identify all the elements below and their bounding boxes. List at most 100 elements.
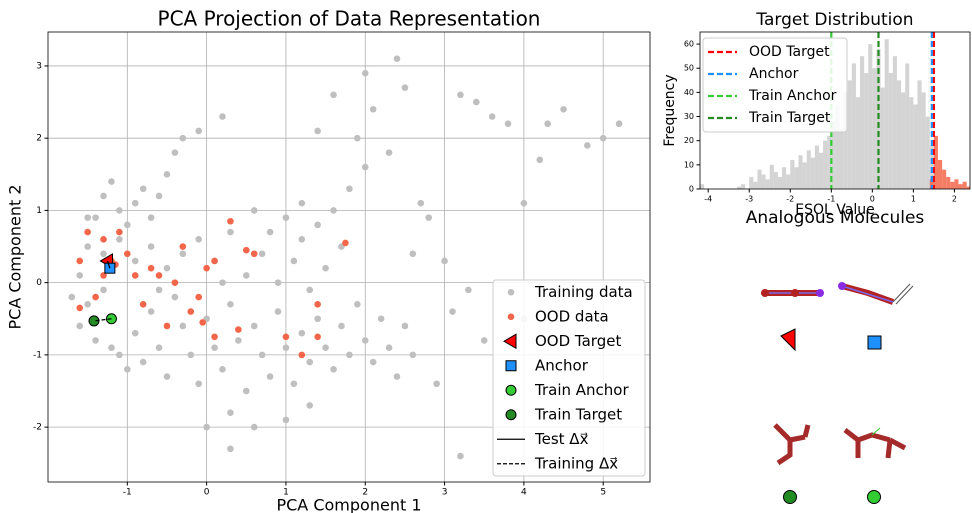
bar [937, 160, 943, 189]
marker [290, 257, 298, 265]
delta-line [106, 260, 111, 269]
bar [749, 176, 754, 189]
marker [369, 358, 377, 366]
marker [361, 69, 369, 77]
marker [227, 445, 234, 453]
x-tick-label: 1 [911, 195, 916, 204]
marker [211, 333, 218, 341]
legend-label: Anchor [749, 66, 799, 82]
bar [855, 97, 861, 189]
y-tick-label: 30 [684, 112, 694, 121]
marker [417, 199, 425, 207]
marker [163, 373, 171, 380]
marker [314, 127, 321, 135]
bar [794, 167, 799, 189]
marker [171, 293, 179, 301]
bar [933, 135, 938, 189]
bar [901, 92, 906, 189]
x-tick-label: 2 [952, 195, 957, 204]
marker [342, 239, 349, 247]
x-tick-label: -1 [827, 195, 835, 204]
marker [369, 105, 377, 113]
marker [282, 214, 290, 221]
bar [896, 80, 902, 189]
marker [195, 236, 202, 243]
marker [68, 293, 76, 301]
x-axis-label: ESOL Value [795, 202, 874, 218]
bar [868, 44, 873, 189]
molecule-highlight [841, 285, 894, 303]
marker [131, 329, 139, 337]
marker [258, 351, 266, 359]
legend-marker [505, 360, 517, 372]
marker [298, 236, 306, 243]
marker [100, 272, 107, 279]
marker [282, 344, 290, 351]
marker [314, 333, 321, 341]
atom [838, 282, 846, 290]
y-tick-label: 50 [684, 64, 694, 73]
marker [195, 293, 202, 301]
marker [361, 163, 369, 171]
marker [195, 127, 202, 135]
bar [814, 145, 819, 189]
y-axis-label: PCA Component 2 [6, 184, 25, 329]
bar [777, 176, 783, 189]
x-tick-label: -1 [123, 488, 132, 498]
marker [409, 351, 417, 359]
marker [250, 322, 258, 330]
icon-square [867, 335, 882, 350]
bar [884, 39, 889, 189]
marker [76, 322, 84, 330]
x-tick-label: 0 [870, 195, 875, 204]
y-tick-label: 3 [36, 61, 42, 71]
bar [835, 104, 840, 189]
bar [839, 128, 844, 189]
marker [84, 228, 91, 236]
marker [76, 257, 84, 265]
marker [92, 337, 99, 344]
marker [195, 380, 202, 388]
marker [258, 250, 266, 258]
marker [480, 337, 488, 344]
bar [741, 184, 746, 189]
marker [179, 250, 187, 258]
marker [401, 84, 409, 91]
bar [790, 160, 795, 189]
marker [457, 91, 464, 99]
marker [84, 243, 91, 250]
marker [227, 409, 234, 416]
y-tick-label: 1 [36, 206, 42, 216]
marker [250, 423, 258, 431]
marker [584, 142, 591, 149]
chart-title: Target Distribution [755, 10, 913, 30]
marker [346, 185, 353, 193]
icon-triangle [780, 328, 796, 352]
legend-label: Train Anchor [534, 381, 629, 399]
marker [124, 366, 131, 373]
bar [921, 92, 926, 189]
y-axis-label: Frequency [662, 74, 678, 146]
bar [736, 186, 742, 189]
bar [917, 80, 922, 189]
x-tick-label: 1 [283, 488, 289, 498]
marker [179, 243, 187, 250]
marker [139, 358, 147, 366]
marker [203, 423, 210, 431]
marker [116, 207, 123, 214]
marker [393, 373, 401, 380]
legend-marker [503, 333, 517, 350]
y-tick-label: 60 [684, 40, 694, 49]
bar [950, 181, 955, 189]
marker [520, 199, 528, 207]
bars [700, 39, 970, 189]
marker [139, 185, 147, 193]
x-axis-label: PCA Component 1 [276, 496, 421, 513]
marker [139, 301, 147, 308]
x-tick-label: 0 [204, 488, 210, 498]
atom [761, 289, 769, 297]
legend-label: Training data [534, 283, 633, 301]
marker [100, 286, 107, 294]
bar [753, 181, 758, 189]
